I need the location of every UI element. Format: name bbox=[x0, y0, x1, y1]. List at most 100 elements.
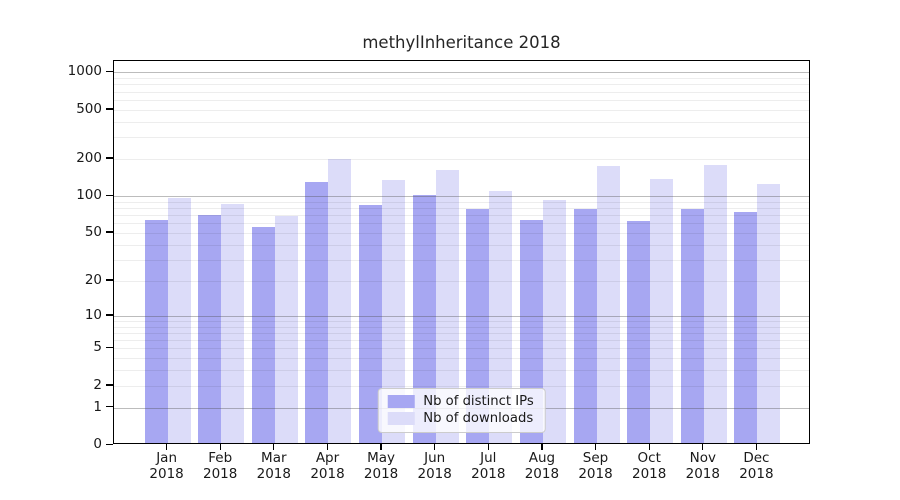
y-tick-mark bbox=[106, 194, 113, 196]
bar-distinct-ips-dec bbox=[734, 211, 758, 443]
gridline-600 bbox=[114, 99, 809, 101]
x-tick-mark bbox=[273, 444, 275, 450]
bar-downloads-feb bbox=[221, 204, 245, 443]
x-tick-label-oct: Oct 2018 bbox=[632, 450, 667, 482]
x-tick-mark bbox=[541, 444, 543, 450]
x-tick-label-jun: Jun 2018 bbox=[417, 450, 452, 482]
bar-distinct-ips-nov bbox=[680, 209, 704, 443]
legend-item-distinct-ips: Nb of distinct IPs bbox=[387, 394, 534, 409]
x-tick-label-sep: Sep 2018 bbox=[578, 450, 613, 482]
x-tick-mark bbox=[219, 444, 221, 450]
gridline-3 bbox=[114, 370, 809, 372]
y-tick-label: 500 bbox=[76, 100, 102, 117]
bar-downloads-sep bbox=[596, 166, 620, 443]
gridline-400 bbox=[114, 121, 809, 123]
bar-downloads-dec bbox=[757, 183, 781, 443]
y-tick-label: 100 bbox=[76, 187, 102, 204]
bar-downloads-apr bbox=[328, 159, 352, 443]
y-tick-mark bbox=[106, 157, 113, 159]
x-tick-label-dec: Dec 2018 bbox=[739, 450, 774, 482]
bar-downloads-jun bbox=[435, 170, 459, 443]
bar-downloads-jul bbox=[489, 191, 513, 443]
gridline-20 bbox=[114, 280, 809, 282]
y-tick-mark bbox=[106, 406, 113, 408]
bar-distinct-ips-apr bbox=[305, 181, 329, 443]
gridline-2 bbox=[114, 385, 809, 387]
gridline-70 bbox=[114, 215, 809, 217]
x-tick-label-nov: Nov 2018 bbox=[685, 450, 720, 482]
bar-distinct-ips-feb bbox=[198, 215, 222, 443]
gridline-90 bbox=[114, 201, 809, 203]
gridline-1000 bbox=[114, 72, 809, 74]
x-tick-mark bbox=[326, 444, 329, 450]
x-tick-label-apr: Apr 2018 bbox=[310, 450, 345, 482]
y-tick-mark bbox=[106, 346, 113, 349]
x-tick-mark bbox=[380, 444, 382, 450]
bar-distinct-ips-aug bbox=[519, 219, 543, 443]
y-tick-label: 20 bbox=[84, 271, 102, 288]
y-tick-mark bbox=[106, 443, 113, 445]
y-tick-label: 50 bbox=[84, 223, 102, 240]
x-tick-mark bbox=[594, 444, 597, 450]
bar-distinct-ips-jan bbox=[144, 219, 168, 443]
x-tick-mark bbox=[434, 444, 436, 450]
gridline-8 bbox=[114, 326, 809, 328]
chart-title: methylInheritance 2018 bbox=[362, 33, 561, 52]
gridline-50 bbox=[114, 232, 809, 234]
gridline-40 bbox=[114, 244, 809, 246]
legend-label-distinct-ips: Nb of distinct IPs bbox=[423, 394, 534, 409]
gridline-200 bbox=[114, 158, 809, 160]
bar-distinct-ips-mar bbox=[251, 226, 275, 443]
gridline-30 bbox=[114, 259, 809, 261]
bar-downloads-may bbox=[382, 179, 406, 443]
x-tick-label-may: May 2018 bbox=[363, 450, 399, 482]
gridline-10 bbox=[114, 315, 809, 317]
bar-downloads-mar bbox=[274, 216, 298, 443]
gridline-5 bbox=[114, 348, 809, 350]
y-tick-label: 10 bbox=[84, 306, 102, 323]
legend-swatch-downloads bbox=[387, 412, 415, 425]
gridline-300 bbox=[114, 137, 809, 139]
x-tick-label-mar: Mar 2018 bbox=[256, 450, 291, 482]
x-tick-mark bbox=[487, 444, 489, 450]
y-tick-label: 2 bbox=[93, 376, 102, 393]
y-tick-mark bbox=[106, 70, 113, 73]
gridline-80 bbox=[114, 208, 809, 209]
gridline-4 bbox=[114, 358, 809, 360]
x-tick-label-jul: Jul 2018 bbox=[471, 450, 506, 482]
bar-downloads-jan bbox=[167, 197, 191, 443]
gridline-700 bbox=[114, 91, 809, 93]
bar-downloads-nov bbox=[703, 165, 727, 443]
y-tick-mark bbox=[106, 314, 113, 316]
legend-swatch-distinct-ips bbox=[387, 395, 415, 408]
gridline-60 bbox=[114, 223, 809, 225]
y-tick-label: 5 bbox=[93, 339, 102, 356]
x-tick-mark bbox=[755, 444, 758, 450]
x-tick-mark bbox=[165, 444, 168, 450]
gridline-900 bbox=[114, 78, 809, 79]
y-tick-label: 200 bbox=[76, 149, 102, 166]
x-tick-label-feb: Feb 2018 bbox=[203, 450, 238, 482]
bar-distinct-ips-jun bbox=[412, 195, 436, 443]
y-tick-mark bbox=[106, 384, 113, 386]
bar-distinct-ips-oct bbox=[627, 221, 651, 443]
gridline-100 bbox=[114, 196, 809, 198]
x-tick-mark bbox=[648, 444, 650, 450]
gridline-800 bbox=[114, 84, 809, 86]
x-tick-label-jan: Jan 2018 bbox=[149, 450, 184, 482]
bar-distinct-ips-may bbox=[359, 205, 383, 443]
plot-area: Nb of distinct IPs Nb of downloads bbox=[113, 60, 810, 444]
gridline-7 bbox=[114, 332, 809, 334]
gridline-9 bbox=[114, 320, 809, 322]
y-tick-mark bbox=[106, 108, 113, 110]
y-tick-label: 1000 bbox=[67, 63, 102, 80]
bar-distinct-ips-jul bbox=[466, 208, 490, 443]
y-tick-label: 0 bbox=[93, 436, 102, 452]
gridlines-layer bbox=[114, 61, 809, 443]
legend-item-downloads: Nb of downloads bbox=[387, 411, 534, 426]
bars-layer bbox=[114, 61, 809, 443]
bar-distinct-ips-sep bbox=[573, 209, 597, 443]
legend-label-downloads: Nb of downloads bbox=[423, 411, 534, 426]
y-tick-label: 1 bbox=[93, 398, 102, 415]
